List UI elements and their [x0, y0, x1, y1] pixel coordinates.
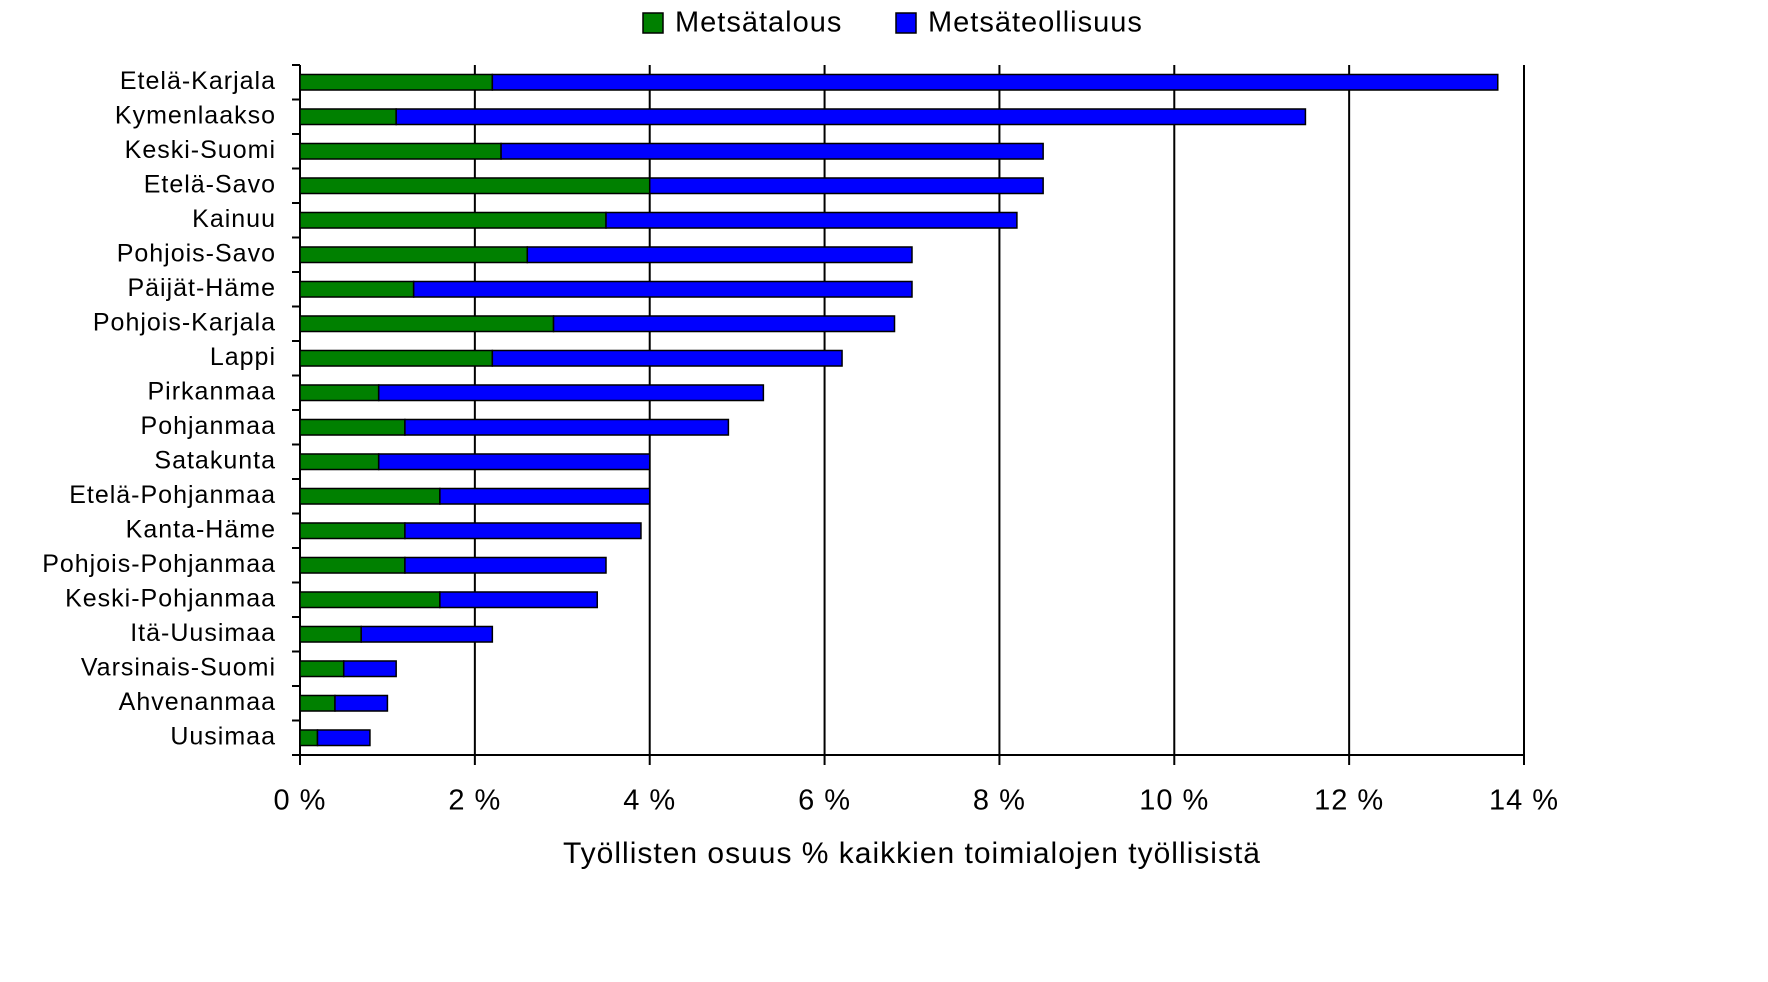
bar-segment — [526, 246, 913, 264]
bar-segment — [404, 522, 642, 540]
bar-segment — [299, 487, 441, 505]
bar-segment — [299, 694, 336, 712]
bar-segment — [299, 522, 406, 540]
bar-segment — [299, 418, 406, 436]
bar-segment — [299, 211, 607, 229]
y-tick-label: Kymenlaakso — [115, 101, 276, 129]
bar-segment — [299, 73, 494, 91]
x-tick-label: 12 % — [1314, 785, 1384, 817]
x-tick-label: 14 % — [1489, 785, 1559, 817]
bar-segment — [299, 591, 441, 609]
bar-segment — [439, 487, 651, 505]
x-tick-label: 6 % — [798, 785, 851, 817]
y-tick-label: Pohjois-Pohjanmaa — [42, 550, 276, 578]
x-axis-title: Työllisten osuus % kaikkien toimialojen … — [563, 837, 1261, 870]
bar-segment — [552, 315, 896, 333]
y-tick-label: Uusimaa — [170, 722, 276, 750]
bar-segment — [605, 211, 1018, 229]
x-tick-label: 2 % — [448, 785, 501, 817]
bar-segment — [404, 556, 607, 574]
y-tick-label: Pohjois-Savo — [117, 239, 276, 267]
bar-segment — [377, 384, 765, 402]
x-tick-label: 0 % — [274, 785, 327, 817]
y-tick-label: Lappi — [210, 343, 276, 371]
y-tick-label: Pohjois-Karjala — [93, 308, 276, 336]
y-tick-label: Päijät-Häme — [127, 274, 276, 302]
y-tick-label: Etelä-Savo — [144, 170, 276, 198]
bar-segment — [299, 142, 502, 160]
bar-segment — [299, 349, 494, 367]
bar-segment — [299, 280, 415, 298]
bar-segment — [316, 729, 371, 747]
bar-segment — [439, 591, 599, 609]
bar-segment — [404, 418, 730, 436]
y-tick-label: Pohjanmaa — [141, 412, 276, 440]
x-tick-label: 10 % — [1139, 785, 1209, 817]
bar-segment — [299, 660, 345, 678]
legend-label: Metsätalous — [675, 7, 842, 39]
bar-segment — [299, 177, 651, 195]
y-tick-label: Pirkanmaa — [148, 377, 277, 405]
legend-label: Metsäteollisuus — [928, 7, 1143, 39]
y-tick-label: Keski-Suomi — [125, 136, 276, 164]
y-tick-label: Keski-Pohjanmaa — [65, 584, 276, 612]
bar-segment — [342, 660, 397, 678]
legend-swatch — [642, 12, 664, 34]
y-tick-label: Etelä-Pohjanmaa — [69, 481, 276, 509]
bar-segment — [491, 73, 1499, 91]
bar-segment — [500, 142, 1044, 160]
y-tick-label: Kanta-Häme — [126, 515, 276, 543]
x-tick-label: 4 % — [623, 785, 676, 817]
bar-segment — [299, 729, 319, 747]
bar-segment — [360, 625, 494, 643]
bar-segment — [412, 280, 913, 298]
bar-segment — [395, 108, 1307, 126]
bar-segment — [299, 453, 380, 471]
y-tick-label: Itä-Uusimaa — [130, 619, 276, 647]
bar-segment — [299, 384, 380, 402]
bar-segment — [299, 246, 529, 264]
y-tick-label: Kainuu — [192, 205, 276, 233]
y-tick-label: Ahvenanmaa — [119, 688, 276, 716]
x-tick-label: 8 % — [973, 785, 1026, 817]
bar-segment — [334, 694, 389, 712]
bar-segment — [491, 349, 843, 367]
bar-segment — [299, 108, 397, 126]
y-tick-label: Satakunta — [154, 446, 276, 474]
y-tick-label: Etelä-Karjala — [120, 67, 276, 95]
y-tick-label: Varsinais-Suomi — [81, 653, 276, 681]
bar-segment — [648, 177, 1044, 195]
bar-segment — [299, 556, 406, 574]
bar-segment — [377, 453, 651, 471]
legend-swatch — [895, 12, 917, 34]
bar-segment — [299, 315, 555, 333]
bar-segment — [299, 625, 362, 643]
